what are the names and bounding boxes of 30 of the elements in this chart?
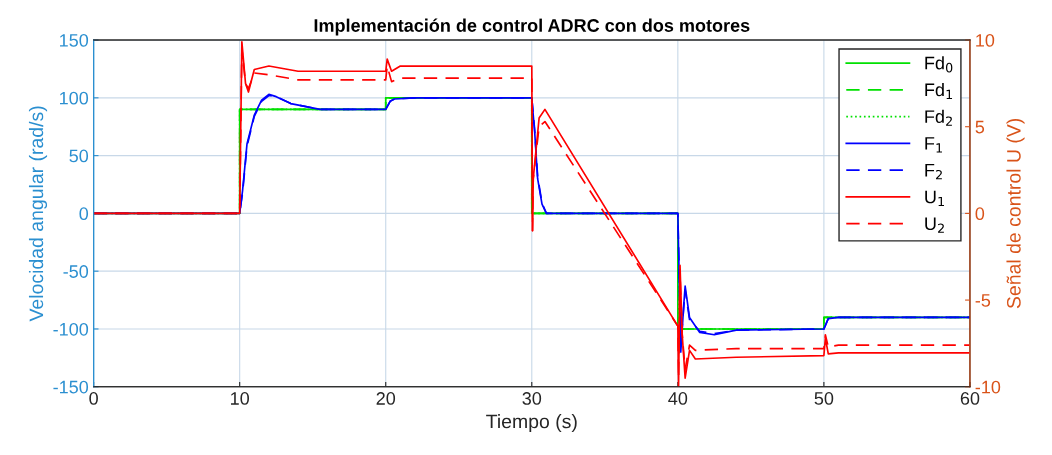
x-tick-label: 30 xyxy=(522,392,542,405)
legend-label: Fd$_{0}$ xyxy=(925,56,953,73)
chart-title: Implementación de control ADRC con dos motores xyxy=(314,18,750,36)
y-tick-label: 100 xyxy=(60,91,89,105)
y-tick-label: 50 xyxy=(69,149,89,163)
x-tick-label: 10 xyxy=(231,392,250,405)
legend-label: U$_{1}$ xyxy=(925,190,944,207)
x-tick-label: 60 xyxy=(960,392,980,405)
y2-tick-label: 5 xyxy=(975,120,985,134)
legend-label: U$_{2}$ xyxy=(925,217,944,233)
x-axis-title: Tiempo (s) xyxy=(486,414,577,433)
legend-label: F$_{2}$ xyxy=(925,163,942,180)
y-tick-label: -100 xyxy=(53,322,89,336)
y2-tick-label: 10 xyxy=(976,33,995,47)
x-tick-label: 20 xyxy=(376,392,396,405)
y2-tick-label: -5 xyxy=(975,294,991,307)
y-axis-title: Velocidad angular (rad/s) xyxy=(28,106,48,322)
x-tick-label: 50 xyxy=(814,392,834,405)
y2-axis-title: Señal de control U (V) xyxy=(1006,118,1025,309)
legend-label: Fd$_{2}$ xyxy=(925,109,952,126)
y2-tick-label: 0 xyxy=(975,207,985,221)
y-tick-label: 150 xyxy=(60,33,89,47)
y-tick-label: 0 xyxy=(79,207,89,221)
legend-label: F$_{1}$ xyxy=(925,137,942,153)
legend-label: Fd$_{1}$ xyxy=(925,82,953,99)
y-tick-label: -150 xyxy=(53,380,89,394)
y-tick-label: -50 xyxy=(63,265,89,278)
x-tick-label: 40 xyxy=(668,392,688,405)
x-tick-label: 0 xyxy=(89,392,98,405)
y2-tick-label: -10 xyxy=(975,380,1001,394)
